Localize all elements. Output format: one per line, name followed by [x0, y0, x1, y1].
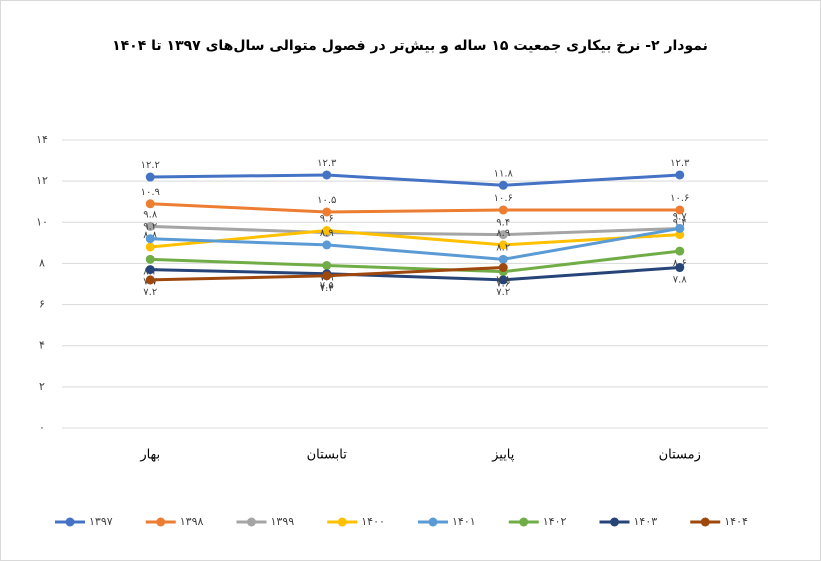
series-line — [150, 173, 680, 187]
chart-title: نمودار ۲- نرخ بیکاری جمعیت ۱۵ ساله و بیش… — [112, 38, 708, 54]
series-line — [150, 266, 680, 282]
data-label: ۷.۸ — [496, 275, 511, 286]
point — [498, 180, 508, 190]
legend-marker — [610, 517, 619, 527]
data-label: ۱۱.۸ — [494, 168, 514, 179]
y-tick-label: ۰ — [39, 421, 45, 434]
legend-label: ۱۴۰۰ — [361, 515, 385, 528]
data-label: ۷.۵ — [320, 281, 334, 292]
x-tick-label: پاییز — [491, 448, 515, 463]
point — [675, 223, 685, 233]
point — [498, 263, 508, 273]
data-label: ۱۰.۵ — [317, 195, 336, 206]
point — [145, 234, 155, 244]
data-label: ۷.۴ — [320, 283, 334, 294]
y-tick-label: ۱۴ — [36, 133, 48, 146]
y-tick-label: ۸ — [39, 256, 45, 269]
point — [145, 221, 155, 231]
data-label: ۹.۷ — [673, 211, 688, 222]
data-label: ۸.۲ — [496, 242, 510, 253]
legend-marker — [65, 517, 75, 527]
data-label: ۱۰.۶ — [494, 193, 513, 204]
point — [145, 242, 155, 252]
legend-label: ۱۴۰۴ — [724, 515, 748, 528]
y-tick-label: ۱۰ — [36, 215, 48, 228]
data-label: ۹.۴ — [496, 218, 510, 229]
legend-marker — [156, 517, 166, 527]
data-label: ۸.۹ — [496, 228, 510, 239]
point — [498, 275, 508, 285]
y-tick-label: ۲ — [39, 380, 45, 393]
data-label: ۱۲.۳ — [317, 158, 337, 169]
point — [145, 172, 155, 182]
legend-label: ۱۳۹۹ — [271, 515, 295, 528]
legend-marker — [337, 517, 347, 527]
data-label: ۷.۸ — [673, 275, 688, 286]
legend-label: ۱۳۹۸ — [180, 515, 204, 528]
data-label: ۹.۶ — [320, 214, 334, 225]
series-line — [150, 224, 680, 237]
point — [675, 246, 685, 256]
point — [498, 230, 508, 240]
x-tick-label: زمستان — [659, 448, 701, 463]
x-tick-label: بهار — [139, 448, 160, 463]
legend-label: ۱۴۰۱ — [452, 515, 476, 528]
series-line — [150, 226, 681, 261]
legend-marker — [700, 517, 710, 527]
point — [322, 207, 332, 217]
data-label: ۱۲.۳ — [670, 158, 690, 169]
point — [322, 226, 332, 236]
point — [145, 199, 155, 209]
y-tick-label: ۶ — [39, 298, 45, 311]
point — [322, 271, 332, 281]
data-label: ۹.۲ — [143, 222, 157, 233]
legend-label: ۱۴۰۳ — [634, 515, 658, 528]
legend-marker — [519, 517, 529, 527]
point — [145, 254, 155, 264]
point — [145, 265, 155, 275]
point — [675, 205, 685, 215]
series-line — [150, 229, 680, 249]
data-label: ۱۰.۹ — [141, 187, 160, 198]
data-label: ۱۰.۶ — [670, 193, 689, 204]
data-label: ۷.۲ — [496, 287, 510, 298]
data-label: ۱۲.۲ — [141, 160, 160, 171]
point — [498, 254, 508, 264]
legend-marker — [247, 517, 256, 527]
legend-label: ۱۴۰۲ — [543, 515, 567, 528]
series-line — [150, 249, 680, 274]
point — [675, 263, 685, 273]
legend-label: ۱۳۹۷ — [89, 515, 113, 528]
y-tick-label: ۴ — [39, 339, 45, 352]
point — [498, 205, 508, 215]
point — [675, 170, 685, 180]
y-tick-label: ۱۲ — [36, 174, 48, 187]
point — [145, 275, 155, 285]
data-label: ۹.۴ — [673, 218, 687, 229]
data-label: ۹.۸ — [143, 209, 158, 220]
point — [675, 230, 685, 240]
point — [322, 170, 332, 180]
point — [322, 260, 332, 270]
x-tick-label: تابستان — [307, 448, 348, 463]
point — [498, 240, 508, 250]
point — [322, 240, 332, 250]
data-label: ۷.۲ — [143, 287, 157, 298]
legend-marker — [428, 517, 438, 527]
data-label: ۸.۹ — [320, 228, 334, 239]
series-line — [150, 202, 680, 214]
